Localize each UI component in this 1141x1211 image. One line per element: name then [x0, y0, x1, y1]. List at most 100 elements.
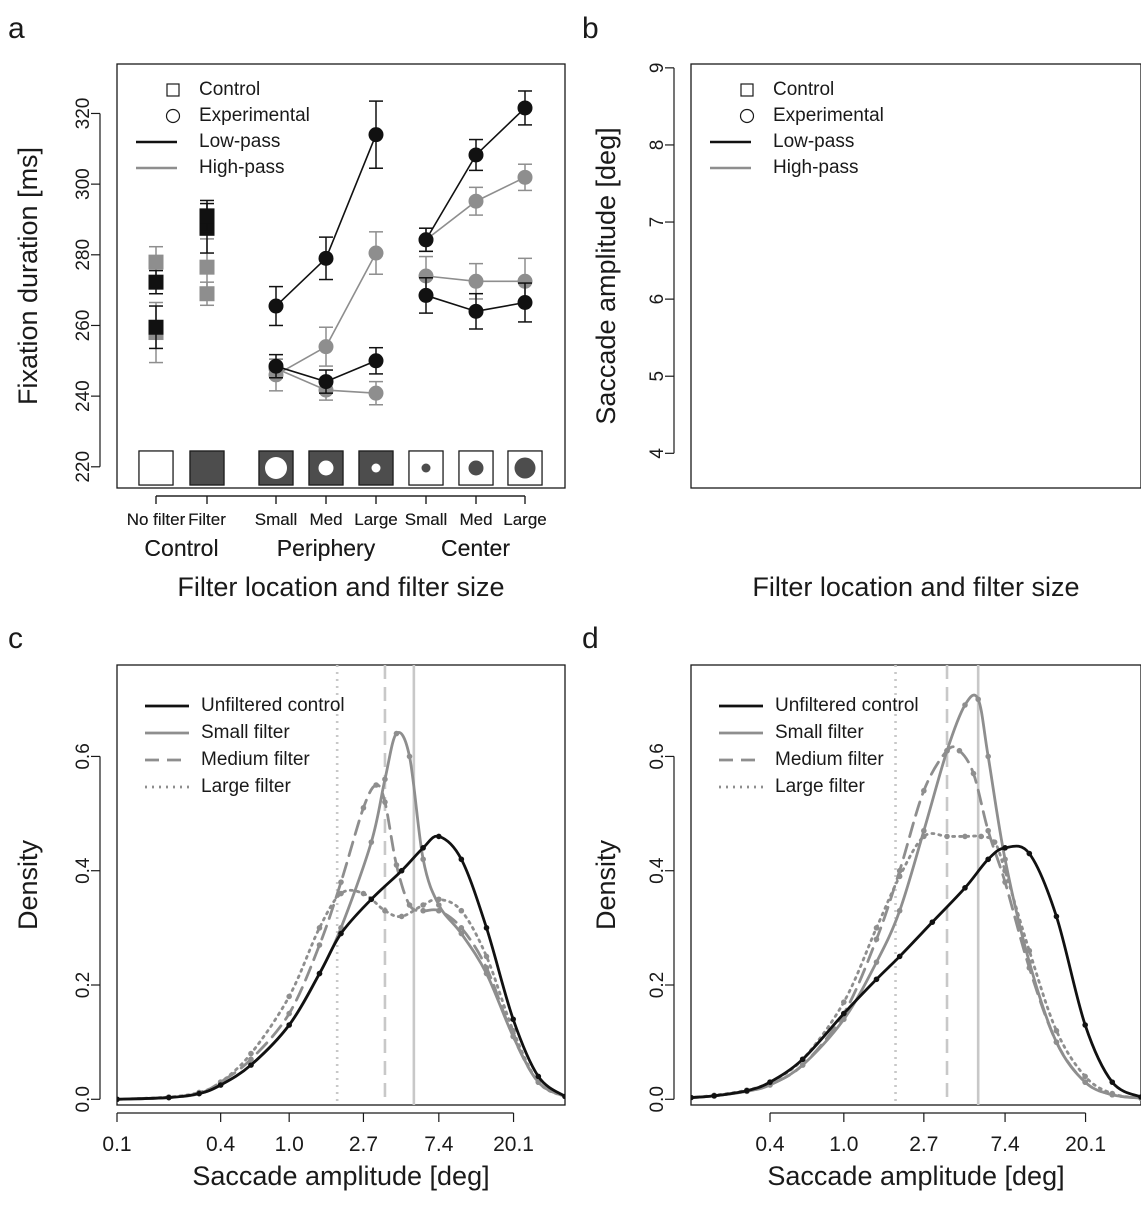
density-point: [406, 902, 413, 908]
y-axis: 0.0 0.2 0.4 0.6: [647, 743, 675, 1112]
y-tick-label: 0.4: [73, 857, 94, 884]
filter-icon-periphery-medium: [308, 450, 344, 486]
filter-icon-center-small: [408, 450, 444, 486]
density-point: [896, 867, 903, 874]
x-category-label: Small: [405, 510, 448, 529]
panel-letter: b: [582, 12, 599, 45]
density-point: [382, 799, 388, 805]
legend: Control Experimental Low-pass High-pass: [136, 79, 310, 178]
x-category-label: Med: [459, 510, 492, 529]
density-point: [338, 925, 344, 931]
density-point: [458, 856, 465, 863]
series-low-pass-circle: [268, 100, 384, 327]
density-point: [483, 925, 490, 931]
series-low-pass-circle: [418, 277, 533, 330]
density-point: [316, 942, 323, 948]
density-point: [962, 885, 968, 891]
series-low-pass-circle: [268, 346, 384, 394]
plot-frame: [690, 664, 1141, 1106]
density-point: [535, 1073, 542, 1080]
density-point: [841, 999, 847, 1005]
density-point: [436, 902, 442, 908]
density-point: [962, 702, 968, 708]
series-high-pass-circle: [418, 163, 533, 253]
filter-icon-square: [358, 450, 394, 486]
data-point-square: [199, 286, 215, 302]
density-point: [1002, 845, 1008, 851]
x-category-label: No filter: [127, 510, 186, 529]
density-point: [420, 856, 426, 863]
data-point-circle: [468, 303, 484, 319]
data-point-circle: [468, 273, 484, 289]
density-point: [406, 753, 413, 760]
legend-label: Unfiltered control: [775, 695, 919, 716]
density-point: [975, 696, 981, 703]
y-tick-label: 300: [73, 168, 94, 200]
data-point-square: [199, 259, 215, 275]
legend-circle-icon: [165, 108, 181, 124]
x-group-label: Center: [441, 535, 510, 561]
y-tick-label: 320: [73, 98, 94, 130]
x-tick-label: 0.4: [206, 1133, 236, 1156]
y-axis-title: Density: [591, 839, 621, 930]
density-series: [691, 745, 1141, 1101]
legend-label: Control: [773, 79, 834, 100]
x-axis: 0.1 0.4 1.0 2.7 7.4 20.1: [102, 1112, 534, 1156]
density-point: [248, 1056, 254, 1063]
data-point-circle: [268, 358, 284, 374]
y-tick-label: 0.4: [647, 857, 668, 884]
density-point: [1002, 879, 1008, 885]
data-point-circle: [517, 100, 533, 116]
x-category-label: Med: [459, 510, 492, 529]
y-tick-label: 0.6: [73, 743, 94, 769]
series-line: [425, 107, 526, 241]
density-series: [691, 693, 1141, 1101]
y-axis-title: Fixation duration [ms]: [13, 147, 43, 405]
panel-letter: a: [8, 12, 25, 45]
y-tick-label: 0.2: [647, 972, 668, 998]
density-point: [978, 833, 984, 840]
density-point: [458, 907, 465, 914]
x-tick-label: 20.1: [1065, 1133, 1106, 1156]
legend-square-icon: [166, 83, 180, 97]
legend-label: Medium filter: [201, 749, 310, 770]
plot-frame: [116, 63, 566, 489]
density-point: [420, 907, 426, 914]
density-point: [360, 805, 367, 811]
density-point: [286, 1022, 292, 1028]
density-point: [338, 930, 344, 937]
data-point-square: [148, 254, 164, 270]
y-tick-label: 280: [73, 239, 94, 271]
legend-label: Large filter: [201, 776, 291, 797]
density-point: [1053, 1027, 1060, 1034]
legend: Control Experimental Low-pass High-pass: [710, 79, 884, 178]
x-tick-label: 20.1: [493, 1133, 534, 1156]
density-point: [368, 896, 375, 903]
density-series: [117, 782, 565, 1103]
density-point: [985, 753, 991, 760]
density-point: [458, 925, 465, 931]
y-tick-label: 4: [647, 448, 668, 459]
density-point: [841, 1010, 847, 1017]
density-point: [436, 833, 442, 840]
density-line: [117, 834, 565, 1101]
filter-icon-disc: [468, 460, 484, 476]
density-point: [767, 1079, 773, 1085]
density-point: [196, 1090, 202, 1097]
density-point: [944, 833, 950, 840]
y-tick-label: 0.6: [647, 743, 668, 769]
density-series: [117, 833, 565, 1103]
density-point: [535, 1079, 542, 1085]
plot-area: [691, 665, 1141, 1105]
density-point: [1002, 856, 1008, 863]
y-tick-label: 6: [647, 294, 668, 305]
x-category-label: Large: [503, 510, 546, 529]
data-point-circle: [368, 353, 384, 369]
legend-label: Small filter: [775, 722, 864, 743]
density-point: [841, 1016, 847, 1023]
x-category-label: Large: [354, 510, 397, 529]
density-point: [420, 845, 426, 851]
density-point: [382, 776, 388, 783]
y-tick-label: 220: [73, 451, 94, 483]
